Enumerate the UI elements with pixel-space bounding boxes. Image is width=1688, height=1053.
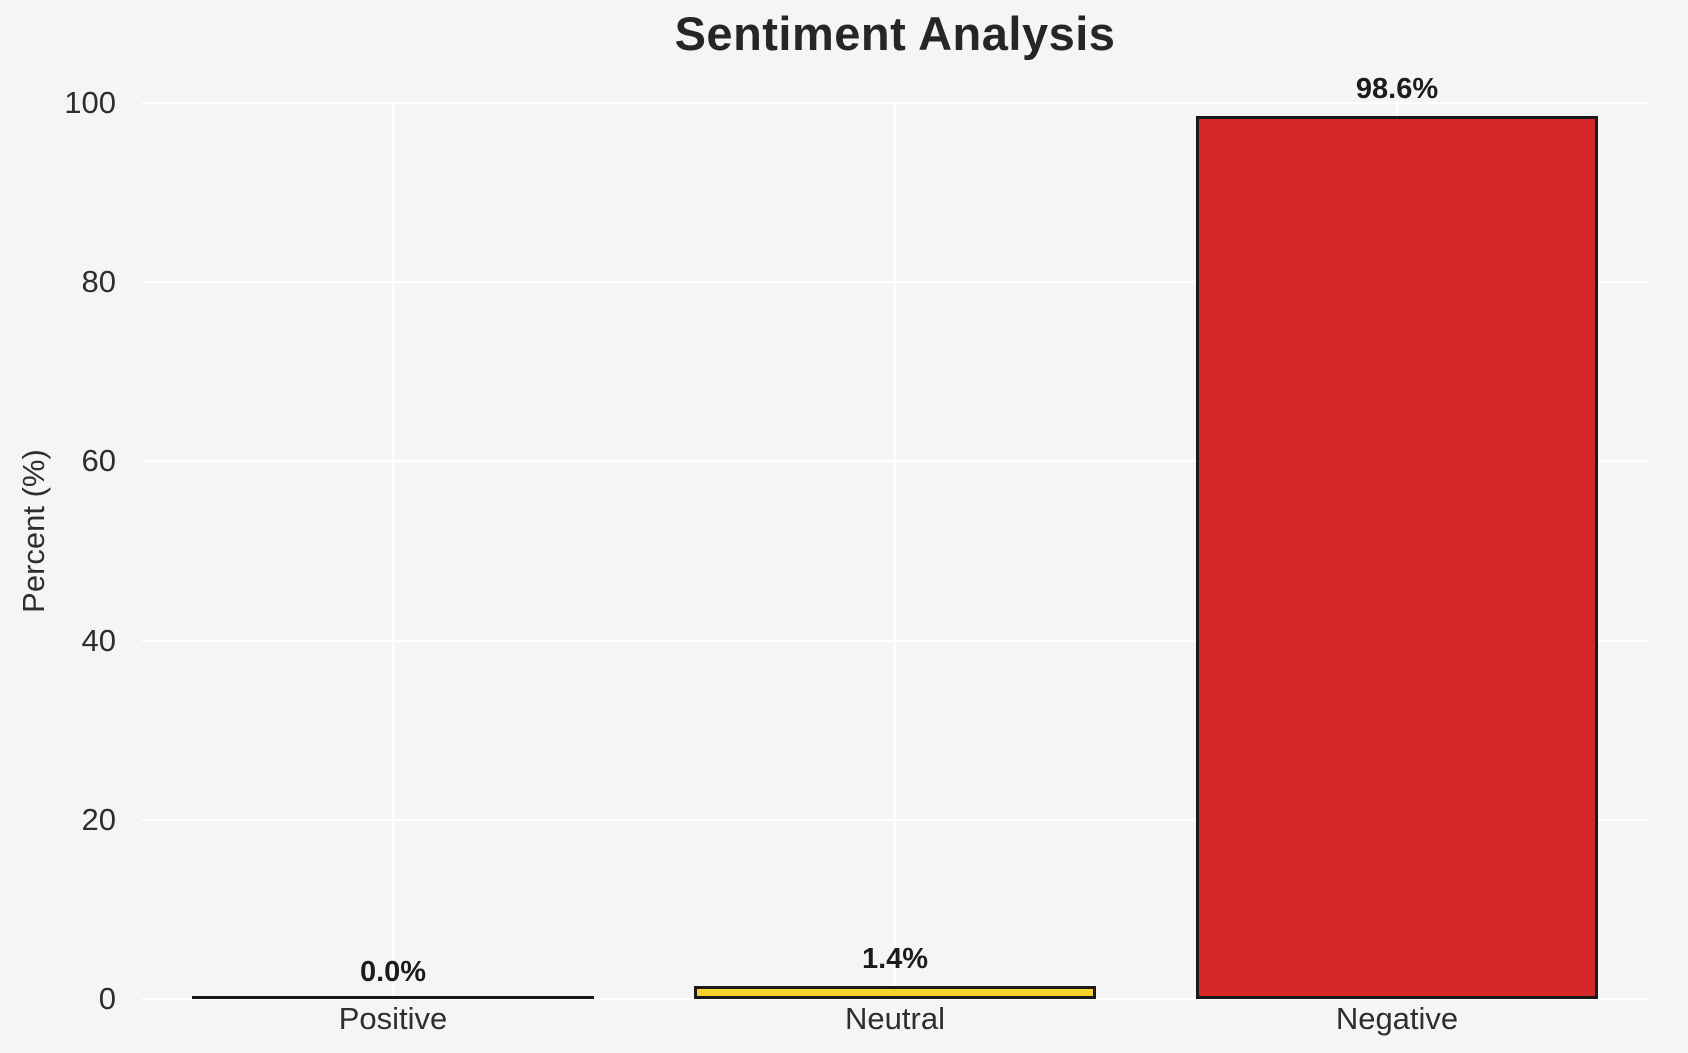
bar-value-label: 98.6% xyxy=(1355,73,1439,105)
x-category-label: Positive xyxy=(338,1001,448,1036)
y-tick-label: 100 xyxy=(64,85,116,120)
y-tick-label: 0 xyxy=(98,981,116,1016)
bar xyxy=(694,986,1096,999)
gridline-vertical xyxy=(392,103,394,999)
y-tick-label: 80 xyxy=(81,264,116,300)
bar xyxy=(192,996,594,999)
chart-title: Sentiment Analysis xyxy=(674,7,1116,60)
y-tick-label: 20 xyxy=(81,801,116,837)
y-tick-label: 60 xyxy=(81,443,116,479)
bar xyxy=(1196,116,1598,999)
bar-value-label: 1.4% xyxy=(861,943,929,975)
gridline-vertical xyxy=(894,103,896,999)
plot-area: 0.0% 1.4% 98.6% xyxy=(142,73,1648,1000)
x-category-label: Negative xyxy=(1335,1001,1459,1036)
bar-value-label: 0.0% xyxy=(359,956,427,988)
y-tick-label: 40 xyxy=(81,622,116,658)
gridline-horizontal xyxy=(142,998,1648,1000)
x-category-label: Neutral xyxy=(845,1001,945,1036)
